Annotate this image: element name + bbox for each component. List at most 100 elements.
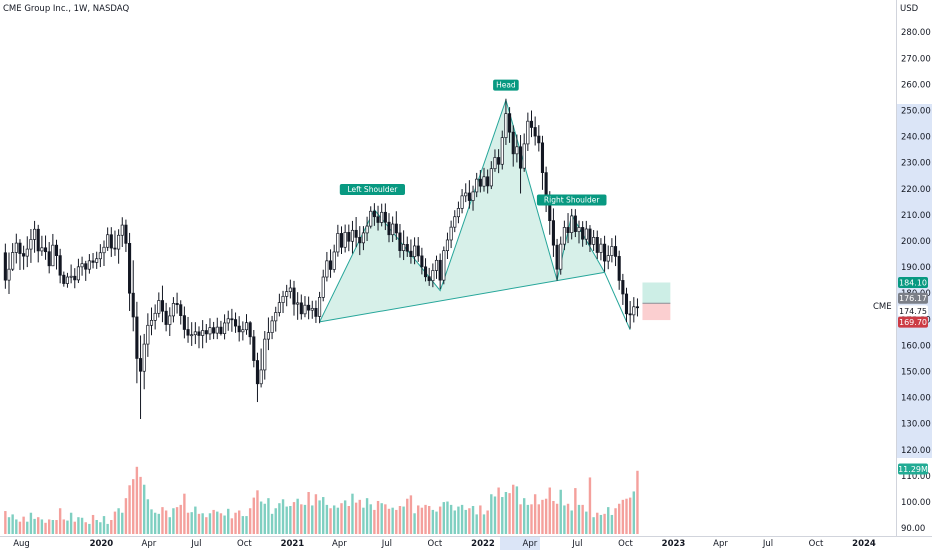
time-axis[interactable]: Aug 2020 Apr Jul Oct 2021 Apr Jul Oct 2022 Apr Jul O… xyxy=(13,539,876,549)
volume-bar xyxy=(563,505,566,534)
volume-bar xyxy=(292,502,296,534)
volume-bar xyxy=(413,513,416,534)
candle-body xyxy=(318,297,322,317)
candle-body xyxy=(204,330,208,335)
volume-bar xyxy=(66,520,69,534)
candle-body xyxy=(369,210,373,227)
volume-bar xyxy=(234,512,237,534)
volume-bar xyxy=(73,521,76,534)
volume-bar xyxy=(449,504,453,534)
candle-body xyxy=(212,327,216,334)
candle-body xyxy=(416,245,420,257)
badge-value: 169.70 xyxy=(899,318,927,327)
candle-body xyxy=(197,331,201,336)
candle-body xyxy=(259,369,263,385)
volume-bar xyxy=(95,520,98,534)
stop-zone[interactable] xyxy=(642,303,671,321)
volume-bar xyxy=(460,504,464,534)
candle-body xyxy=(142,343,146,372)
volume-bar xyxy=(227,508,230,534)
volume-bar xyxy=(351,493,354,534)
candle-body xyxy=(504,113,508,138)
pattern-annotations[interactable]: Left Shoulder Head Right Shoulder xyxy=(339,79,607,206)
candle-body xyxy=(153,312,157,321)
volume-bar xyxy=(607,507,610,534)
candle-body xyxy=(113,247,117,250)
volume-bar xyxy=(574,488,577,534)
price-tick-label: 120.00 xyxy=(901,446,931,456)
candle-body xyxy=(489,168,493,187)
candle-body xyxy=(263,338,267,371)
annotation-label: Head xyxy=(496,81,516,90)
time-tick-label: Oct xyxy=(428,539,443,549)
volume-bar xyxy=(369,504,372,534)
candle-body xyxy=(325,260,329,278)
volume-bar xyxy=(559,489,562,534)
profit-zone[interactable] xyxy=(642,282,671,304)
volume-bar xyxy=(588,477,592,534)
time-tick-label: Oct xyxy=(618,539,633,549)
candle-body xyxy=(84,263,88,270)
candle-body xyxy=(497,157,501,165)
annotation-head[interactable]: Head xyxy=(493,79,519,91)
volume-bar xyxy=(493,496,497,534)
candle-body xyxy=(405,244,409,252)
price-tick-label: 250.00 xyxy=(901,107,931,117)
candle-body xyxy=(431,270,435,282)
volume-bar xyxy=(329,508,332,534)
candle-body xyxy=(233,319,238,327)
volume-bar xyxy=(110,520,113,534)
volume-bar xyxy=(259,501,263,534)
volume-bar xyxy=(380,503,383,534)
candle-body xyxy=(73,275,77,281)
badge-value: 174.75 xyxy=(899,307,927,316)
candle-body xyxy=(237,325,241,333)
candle-body xyxy=(456,208,460,218)
candle-body xyxy=(592,237,596,245)
candle-body xyxy=(292,287,296,305)
position-tool[interactable] xyxy=(642,282,671,321)
volume-bar xyxy=(420,507,424,534)
volume-bar xyxy=(603,513,606,534)
volume-bar xyxy=(47,519,51,534)
volume-bar xyxy=(526,504,530,534)
candle-body xyxy=(398,232,402,252)
volume-bar xyxy=(318,500,321,534)
volume-bar xyxy=(417,505,420,534)
volume-bar xyxy=(475,514,478,534)
candle-body xyxy=(171,303,175,317)
volume-bar xyxy=(544,498,548,534)
candle-body xyxy=(617,256,621,281)
candle-body xyxy=(599,243,603,253)
volume-bar xyxy=(427,506,431,534)
candle-body xyxy=(613,246,618,257)
volume-bar xyxy=(464,509,467,534)
badge-background xyxy=(898,305,928,317)
annotation-label: Left Shoulder xyxy=(347,185,398,194)
candle-body xyxy=(409,250,413,258)
volume-bar xyxy=(40,519,44,534)
volume-bar xyxy=(515,486,519,534)
price-tick-label: 200.00 xyxy=(901,237,931,247)
volume-bar xyxy=(490,494,493,534)
volume-bar xyxy=(91,514,95,534)
candle-body xyxy=(635,306,640,309)
price-tick-label: 160.00 xyxy=(901,341,931,351)
head-and-shoulders-pattern[interactable] xyxy=(319,98,631,330)
candle-body xyxy=(223,322,227,335)
volume-bar xyxy=(570,510,573,534)
annotation-right-shoulder[interactable]: Right Shoulder xyxy=(536,194,607,206)
volume-bar xyxy=(274,508,277,534)
price-badges: 184.10 176.17 174.75 169.70 11.29M xyxy=(898,277,928,475)
volume-bar xyxy=(471,506,475,534)
candle-body xyxy=(95,258,99,263)
candle-body xyxy=(288,287,292,292)
time-tick-label: Oct xyxy=(237,539,252,549)
candle-body xyxy=(427,276,431,282)
volume-bar xyxy=(113,511,117,534)
annotation-left-shoulder[interactable]: Left Shoulder xyxy=(339,184,405,195)
candle-body xyxy=(526,120,530,145)
volume-bar xyxy=(625,498,628,534)
candle-body xyxy=(559,243,563,270)
